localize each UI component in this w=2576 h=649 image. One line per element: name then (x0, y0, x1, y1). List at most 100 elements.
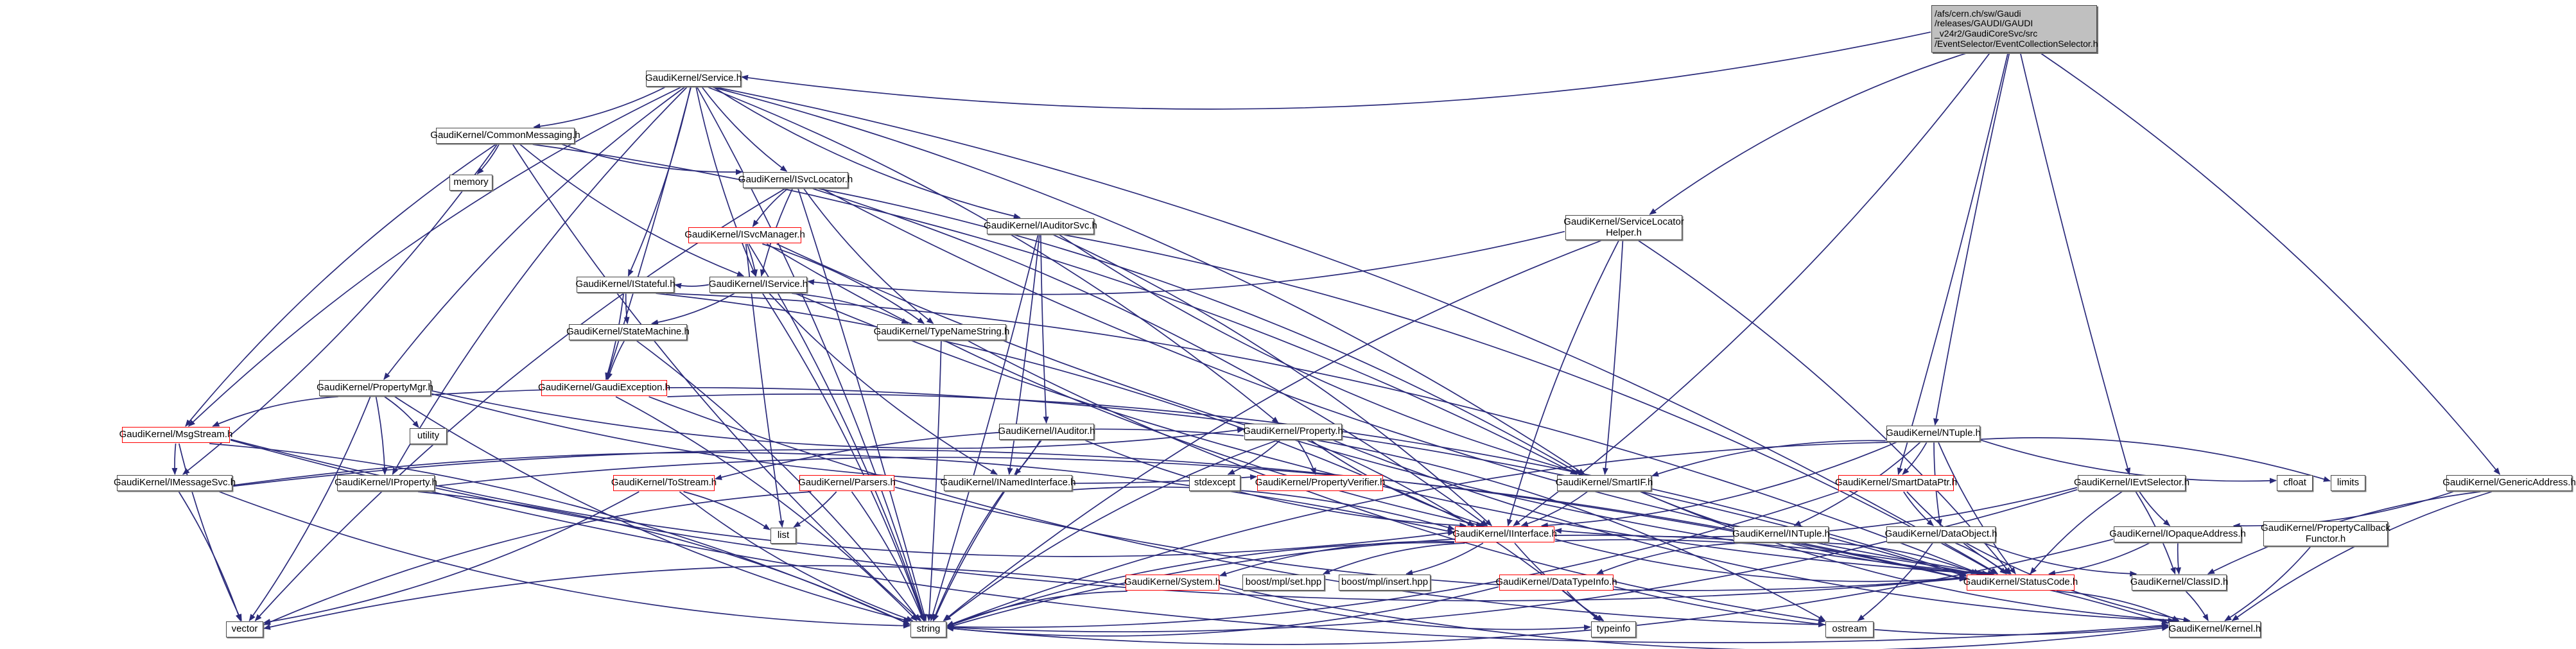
graph-node-root[interactable]: /afs/cern.ch/sw/Gaudi /releases/GAUDI/GA… (1931, 5, 2098, 53)
graph-edge (1219, 584, 2169, 649)
graph-edge (697, 87, 926, 621)
graph-node-gaudiexception[interactable]: GaudiKernel/GaudiException.h (538, 380, 670, 396)
graph-node-iservice[interactable]: GaudiKernel/IService.h (709, 277, 808, 293)
graph-edge (171, 443, 178, 475)
graph-node-mplset[interactable]: boost/mpl/set.hpp (1242, 575, 1325, 591)
graph-edge (944, 440, 1278, 621)
graph-edge (946, 591, 1127, 627)
graph-edge (394, 396, 910, 623)
graph-node-parsers[interactable]: GaudiKernel/Parsers.h (798, 475, 896, 491)
graph-node-propertyverifier[interactable]: GaudiKernel/PropertyVerifier.h (1255, 475, 1385, 491)
graph-node-propertycallback[interactable]: GaudiKernel/PropertyCallback Functor.h (2261, 521, 2390, 546)
graph-edge (1897, 53, 2008, 475)
graph-node-iauditor[interactable]: GaudiKernel/IAuditor.h (998, 424, 1095, 440)
graph-edge (803, 188, 934, 324)
graph-node-ievtselector[interactable]: GaudiKernel/IEvtSelector.h (2074, 475, 2189, 491)
graph-node-mplinsert[interactable]: boost/mpl/insert.hpp (1339, 575, 1431, 591)
graph-node-limits[interactable]: limits (2331, 475, 2365, 491)
graph-node-dataobject[interactable]: GaudiKernel/DataObject.h (1884, 526, 1997, 542)
graph-node-tostream[interactable]: GaudiKernel/ToStream.h (611, 475, 717, 491)
graph-node-kernel[interactable]: GaudiKernel/Kernel.h (2169, 621, 2261, 637)
graph-node-list[interactable]: list (770, 528, 796, 544)
graph-node-iauditorsvc[interactable]: GaudiKernel/IAuditorSvc.h (984, 218, 1097, 234)
graph-node-datatypeinfo[interactable]: GaudiKernel/DataTypeInfo.h (1495, 575, 1617, 591)
graph-node-genericaddress[interactable]: GaudiKernel/GenericAddress.h (2442, 475, 2576, 491)
graph-edge (562, 144, 743, 175)
graph-edge (651, 293, 735, 325)
graph-edge (683, 491, 770, 530)
graph-node-istateful[interactable]: GaudiKernel/IStateful.h (575, 277, 675, 293)
graph-edge (821, 188, 1995, 576)
graph-node-memory[interactable]: memory (449, 175, 492, 191)
graph-edge (232, 452, 1455, 534)
graph-edge (1983, 542, 2137, 577)
graph-edge (946, 586, 1499, 637)
graph-edge (212, 396, 338, 427)
graph-edge (1938, 442, 2016, 575)
graph-edge (1902, 442, 1928, 475)
graph-edge (1614, 586, 2169, 636)
graph-node-svclochelper[interactable]: GaudiKernel/ServiceLocator Helper.h (1563, 215, 1684, 240)
graph-node-utility[interactable]: utility (410, 428, 447, 444)
graph-edge (263, 491, 640, 625)
graph-edge (807, 230, 1565, 295)
graph-node-cfloat[interactable]: cfloat (2277, 475, 2313, 491)
graph-node-iopaqueaddress[interactable]: GaudiKernel/IOpaqueAddress.h (2109, 526, 2246, 542)
graph-edge (182, 144, 498, 475)
graph-edge (933, 440, 1042, 621)
graph-node-imessagesvc[interactable]: GaudiKernel/IMessageSvc.h (114, 475, 236, 491)
graph-node-iproperty[interactable]: GaudiKernel/IProperty.h (335, 475, 437, 491)
graph-edge (615, 396, 918, 621)
graph-edge (2056, 591, 2180, 621)
graph-edge (2040, 53, 2500, 475)
graph-edge (1219, 541, 1455, 576)
graph-node-ostream[interactable]: ostream (1825, 621, 1874, 637)
graph-node-statemachine[interactable]: GaudiKernel/StateMachine.h (566, 324, 690, 340)
graph-edge (519, 144, 745, 277)
graph-edge (713, 87, 1021, 220)
graph-node-typeinfo[interactable]: typeinfo (1591, 621, 1636, 637)
graph-node-property[interactable]: GaudiKernel/Property.h (1243, 424, 1343, 440)
graph-edge (715, 428, 1244, 480)
graph-edge (178, 491, 241, 621)
graph-node-stdexcept[interactable]: stdexcept (1189, 475, 1240, 491)
graph-edge (627, 87, 692, 277)
graph-edge (1566, 591, 1604, 621)
graph-edge (1954, 542, 2007, 575)
graph-node-msgstream[interactable]: GaudiKernel/MsgStream.h (119, 427, 232, 443)
graph-edge (674, 282, 709, 289)
graph-node-iinterface[interactable]: GaudiKernel/IInterface.h (1452, 526, 1557, 542)
graph-node-commonmsg[interactable]: GaudiKernel/CommonMessaging.h (430, 128, 580, 144)
graph-node-ntuple[interactable]: GaudiKernel/NTuple.h (1886, 426, 1981, 442)
graph-node-inamedinterface[interactable]: GaudiKernel/INamedInterface.h (941, 475, 1075, 491)
graph-edge (1596, 542, 1741, 575)
graph-edge (263, 565, 1126, 630)
graph-edge (679, 491, 914, 621)
graph-node-service[interactable]: GaudiKernel/Service.h (645, 71, 742, 87)
graph-node-classid[interactable]: GaudiKernel/ClassID.h (2130, 575, 2228, 591)
graph-node-vector[interactable]: vector (226, 621, 263, 637)
graph-node-typenamestring[interactable]: GaudiKernel/TypeNameString.h (874, 324, 1009, 340)
graph-edge (761, 293, 925, 621)
graph-node-intuple[interactable]: GaudiKernel/INTuple.h (1732, 526, 1830, 542)
graph-edge (1297, 440, 1316, 475)
graph-edge (1513, 53, 1990, 526)
graph-node-system[interactable]: GaudiKernel/System.h (1124, 575, 1221, 591)
graph-node-statuscode[interactable]: GaudiKernel/StatusCode.h (1963, 575, 2078, 591)
graph-edge (1933, 53, 2010, 426)
graph-node-string[interactable]: string (910, 621, 946, 637)
graph-node-smartif[interactable]: GaudiKernel/SmartIF.h (1556, 475, 1653, 491)
graph-edge (946, 539, 2114, 645)
graph-edge (1903, 491, 1934, 526)
graph-node-smartdataptr[interactable]: GaudiKernel/SmartDataPtr.h (1835, 475, 1957, 491)
graph-node-propertymgr[interactable]: GaudiKernel/PropertyMgr.h (317, 380, 433, 396)
graph-node-isvclocator[interactable]: GaudiKernel/ISvcLocator.h (738, 172, 853, 188)
graph-edge (2224, 546, 2311, 621)
graph-edge (2185, 591, 2209, 621)
graph-edge (384, 396, 419, 428)
graph-edge (209, 443, 910, 625)
graph-edge (435, 485, 1455, 557)
graph-node-isvcmanager[interactable]: GaudiKernel/ISvcManager.h (684, 227, 805, 243)
